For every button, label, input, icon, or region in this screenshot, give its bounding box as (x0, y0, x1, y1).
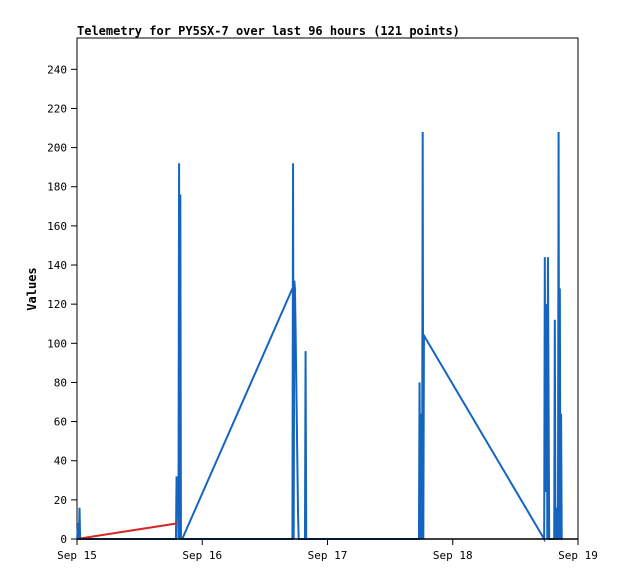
y-tick-label: 100 (47, 337, 67, 350)
y-tick-label: 120 (47, 298, 67, 311)
y-tick-label: 180 (47, 181, 67, 194)
plot-frame (76, 37, 579, 540)
series-line-red (76, 522, 178, 540)
x-tick-label: Sep 15 (57, 549, 97, 562)
y-tick-label: 240 (47, 63, 67, 76)
y-tick-label: 80 (54, 376, 67, 389)
series-connector-line (181, 288, 294, 540)
y-tick-label: 220 (47, 102, 67, 115)
x-tick-label: Sep 19 (558, 549, 598, 562)
y-tick-label: 40 (54, 455, 67, 468)
y-tick-label: 160 (47, 220, 67, 233)
y-tick-label: 140 (47, 259, 67, 272)
x-tick-label: Sep 16 (182, 549, 222, 562)
x-ticks: Sep 15 Sep 16 Sep 17 Sep 18 Sep 19 (57, 539, 598, 562)
series-line-blue (76, 131, 563, 543)
y-tick-label: 200 (47, 142, 67, 155)
series-layer (76, 131, 563, 543)
chart-title: Telemetry for PY5SX-7 over last 96 hours… (77, 24, 460, 38)
x-tick-label: Sep 17 (308, 549, 348, 562)
y-axis-label: Values (25, 267, 39, 310)
x-tick-label: Sep 18 (433, 549, 473, 562)
y-ticks: 0 20 40 60 80 100 120 140 160 180 200 220 240 (47, 63, 77, 546)
y-tick-label: 0 (60, 533, 67, 546)
y-tick-label: 60 (54, 416, 67, 429)
y-tick-label: 20 (54, 494, 67, 507)
